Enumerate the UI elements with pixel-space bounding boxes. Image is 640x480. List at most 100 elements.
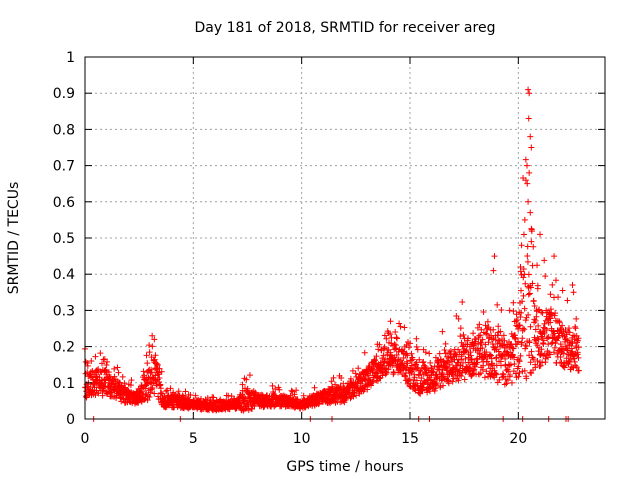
- data-point: [387, 318, 394, 325]
- data-point: [167, 385, 174, 392]
- data-point: [533, 313, 540, 320]
- data-point: [522, 177, 529, 184]
- data-point: [497, 328, 504, 335]
- x-tick-label: 0: [81, 431, 90, 447]
- data-point: [427, 359, 434, 366]
- data-point: [416, 356, 423, 363]
- data-point: [459, 298, 466, 305]
- data-point: [484, 331, 491, 338]
- data-point: [457, 333, 464, 340]
- data-point: [490, 267, 497, 274]
- data-point: [156, 365, 163, 372]
- data-point: [447, 348, 454, 355]
- data-point: [158, 389, 165, 396]
- data-point: [554, 350, 561, 357]
- data-point: [383, 335, 390, 342]
- data-point: [101, 377, 108, 384]
- data-point: [92, 353, 99, 360]
- data-point: [440, 382, 447, 389]
- data-point: [146, 349, 153, 356]
- data-point: [498, 306, 505, 313]
- x-tick-label: 20: [509, 431, 527, 447]
- y-tick-label: 0.7: [53, 159, 75, 175]
- data-point: [459, 359, 466, 366]
- data-point: [543, 327, 550, 334]
- data-point: [210, 394, 217, 401]
- data-point: [291, 391, 298, 398]
- data-point: [151, 356, 158, 363]
- data-point: [515, 363, 522, 370]
- data-point: [349, 367, 356, 374]
- data-point: [460, 342, 467, 349]
- data-point: [526, 339, 533, 346]
- data-point: [446, 361, 453, 368]
- data-point: [393, 334, 400, 341]
- data-point: [574, 337, 581, 344]
- data-point: [528, 238, 535, 245]
- data-point: [515, 373, 522, 380]
- data-point: [243, 376, 250, 383]
- data-point: [82, 358, 89, 365]
- data-point: [524, 243, 531, 250]
- data-point: [537, 362, 544, 369]
- data-point: [424, 389, 431, 396]
- data-point: [444, 365, 451, 372]
- data-point: [569, 348, 576, 355]
- data-point: [572, 323, 579, 330]
- data-point: [525, 86, 532, 93]
- data-point: [182, 388, 189, 395]
- data-point: [408, 350, 415, 357]
- data-point: [539, 309, 546, 316]
- data-point: [146, 394, 153, 401]
- data-point: [534, 285, 541, 292]
- data-point: [396, 320, 403, 327]
- data-point: [522, 156, 529, 163]
- data-point: [530, 297, 537, 304]
- data-point: [115, 369, 122, 376]
- data-point: [555, 318, 562, 325]
- data-point: [375, 346, 382, 353]
- data-point: [470, 330, 477, 337]
- data-point: [300, 392, 307, 399]
- data-point: [532, 364, 539, 371]
- data-point: [516, 322, 523, 329]
- data-point: [532, 326, 539, 333]
- data-point: [572, 325, 579, 332]
- data-point: [338, 374, 345, 381]
- x-tick-label: 15: [401, 431, 419, 447]
- data-point: [358, 378, 365, 385]
- data-point: [542, 273, 549, 280]
- data-point: [152, 352, 159, 359]
- data-point: [530, 356, 537, 363]
- data-point: [568, 356, 575, 363]
- data-point: [148, 369, 155, 376]
- data-point: [506, 307, 513, 314]
- data-point: [246, 372, 253, 379]
- data-point: [507, 372, 514, 379]
- data-point: [534, 262, 541, 269]
- data-point: [442, 340, 449, 347]
- data-point: [548, 310, 555, 317]
- data-point: [413, 335, 420, 342]
- data-point: [500, 332, 507, 339]
- data-point: [552, 310, 559, 317]
- data-point: [332, 381, 339, 388]
- data-point: [561, 364, 568, 371]
- data-point: [315, 401, 322, 408]
- data-point: [405, 377, 412, 384]
- data-point: [566, 329, 573, 336]
- data-point: [560, 346, 567, 353]
- data-point: [484, 318, 491, 325]
- data-point: [380, 352, 387, 359]
- data-point: [327, 400, 334, 407]
- data-point: [564, 346, 571, 353]
- data-point: [379, 355, 386, 362]
- data-point: [381, 332, 388, 339]
- data-point: [414, 346, 421, 353]
- data-point: [269, 382, 276, 389]
- data-point: [430, 369, 437, 376]
- x-tick-label: 10: [293, 431, 311, 447]
- data-point: [436, 367, 443, 374]
- data-point: [164, 387, 171, 394]
- data-point: [547, 291, 554, 298]
